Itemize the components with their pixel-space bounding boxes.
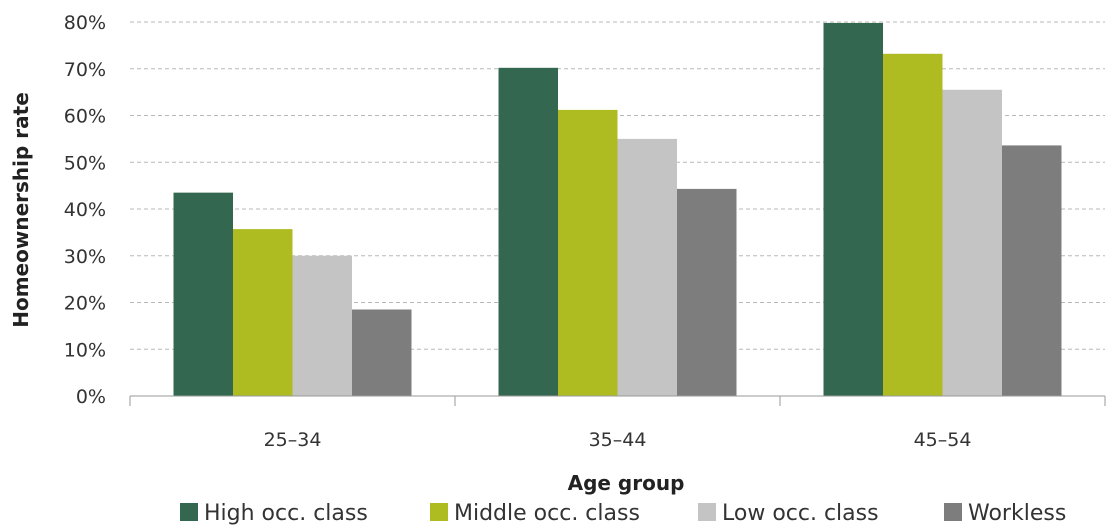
bar <box>558 109 618 396</box>
legend-swatch <box>944 503 962 521</box>
legend: High occ. class Middle occ. class Low occ.… <box>180 501 1066 526</box>
legend-swatch <box>698 503 716 521</box>
y-tick-label: 30% <box>64 246 106 268</box>
legend-item: High occ. class <box>180 501 368 526</box>
y-axis-title: Homeownership rate <box>9 92 33 328</box>
bar <box>1002 145 1062 396</box>
bars <box>173 22 1062 397</box>
x-axis <box>129 395 1106 406</box>
legend-item: Middle occ. class <box>430 501 640 526</box>
y-tick-label: 60% <box>64 106 106 128</box>
bar <box>352 309 412 396</box>
y-tick-label: 80% <box>64 12 106 34</box>
y-tick-labels: 0% 10% 20% 30% 40% 50% 60% 70% 80% <box>64 12 106 408</box>
bar <box>233 229 293 396</box>
bar <box>677 188 737 396</box>
legend-item: Workless <box>944 501 1066 526</box>
bar <box>883 53 943 396</box>
bar <box>617 138 677 396</box>
y-tick-label: 50% <box>64 152 106 174</box>
x-tick-label: 35–44 <box>589 429 647 451</box>
legend-label: Low occ. class <box>722 501 879 526</box>
bar <box>498 67 558 396</box>
legend-label: Middle occ. class <box>454 501 640 526</box>
x-axis-title: Age group <box>568 471 685 495</box>
y-tick-label: 10% <box>64 339 106 361</box>
legend-swatch <box>180 503 198 521</box>
legend-label: Workless <box>968 501 1066 526</box>
bar <box>823 22 883 397</box>
bar <box>292 255 352 396</box>
legend-label: High occ. class <box>204 501 368 526</box>
bar <box>942 89 1002 396</box>
y-tick-label: 20% <box>64 293 106 315</box>
x-tick-label: 45–54 <box>914 429 972 451</box>
y-tick-label: 70% <box>64 59 106 81</box>
bar <box>173 192 233 396</box>
legend-item: Low occ. class <box>698 501 879 526</box>
x-tick-labels: 25–34 35–44 45–54 <box>264 429 972 451</box>
y-tick-label: 40% <box>64 199 106 221</box>
legend-swatch <box>430 503 448 521</box>
x-tick-label: 25–34 <box>264 429 322 451</box>
y-tick-label: 0% <box>76 386 106 408</box>
